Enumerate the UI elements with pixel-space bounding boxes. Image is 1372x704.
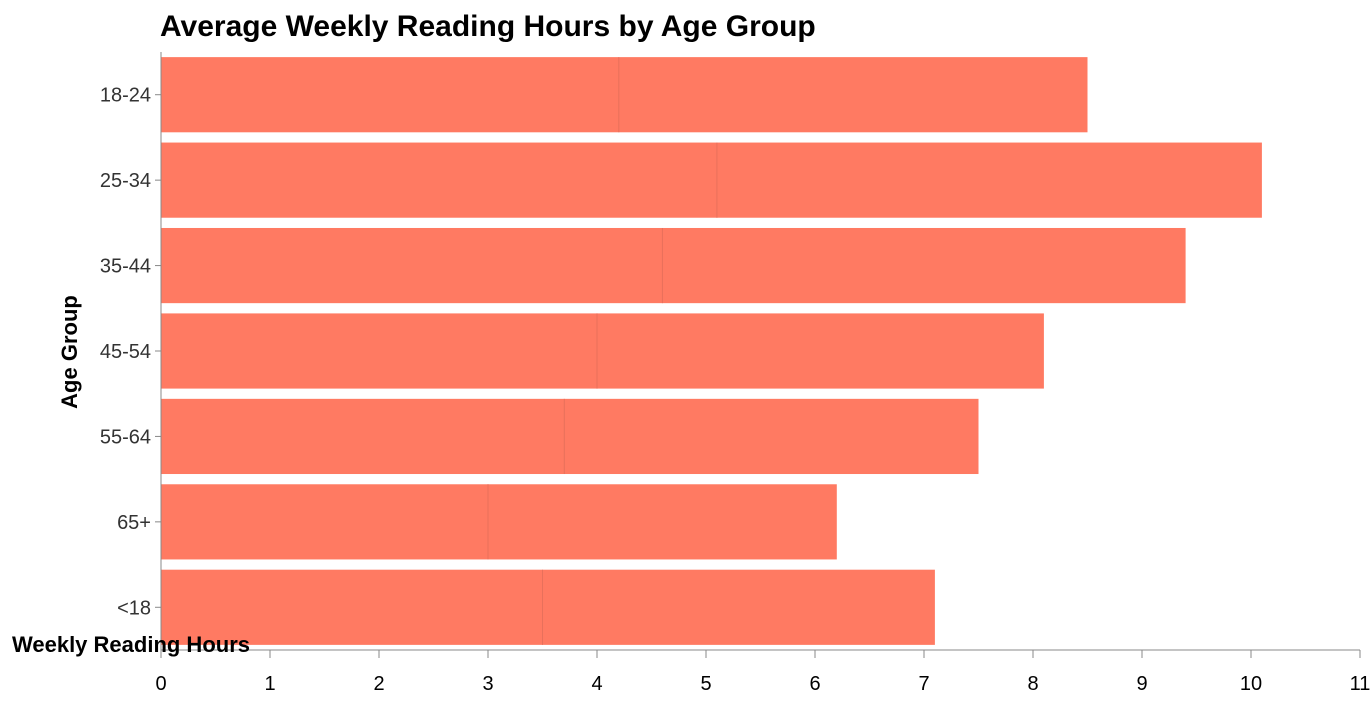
bar-55-64-segment-1 [161, 398, 565, 475]
x-tick-label: 11 [1350, 673, 1371, 695]
bar-<18-segment-2 [542, 569, 935, 645]
bar-35-44-segment-1 [161, 227, 663, 304]
bar-65+-segment-2 [488, 484, 837, 560]
y-tick-label: 55-64 [100, 426, 151, 448]
y-tick-label: <18 [117, 597, 151, 619]
bars-group [161, 57, 1262, 645]
bar-18-24-segment-1 [161, 57, 619, 133]
x-tick-label: 0 [155, 673, 166, 695]
bar-65+-segment-1 [161, 484, 488, 560]
bar-25-34-segment-2 [716, 142, 1262, 218]
bar-45-54-segment-2 [597, 313, 1044, 389]
bar-<18-segment-1 [161, 569, 543, 645]
x-tick-label: 8 [1027, 673, 1038, 695]
y-tick-label: 18-24 [100, 85, 151, 107]
y-axis: 18-24 25-34 35-44 45-54 55-64 65+ <18 [100, 52, 162, 650]
y-axis-title: Age Group [57, 295, 82, 409]
bar-55-64-segment-2 [564, 398, 979, 475]
y-tick-label: 25-34 [100, 170, 151, 192]
x-tick-label: 3 [482, 673, 493, 695]
chart-title: Average Weekly Reading Hours by Age Grou… [160, 10, 816, 43]
x-tick-label: 1 [264, 673, 275, 695]
bar-18-24-segment-2 [618, 57, 1088, 133]
x-axis-title: Weekly Reading Hours [12, 632, 250, 657]
bar-45-54-segment-1 [161, 313, 597, 389]
y-tick-label: 45-54 [100, 341, 151, 363]
x-tick-label: 6 [809, 673, 820, 695]
x-tick-label: 5 [700, 673, 711, 695]
x-tick-label: 4 [591, 673, 602, 695]
x-tick-label: 7 [918, 673, 929, 695]
x-tick-label: 10 [1240, 673, 1262, 695]
y-tick-label: 35-44 [100, 256, 151, 278]
x-tick-label: 2 [373, 673, 384, 695]
bar-35-44-segment-2 [662, 227, 1186, 304]
bar-25-34-segment-1 [161, 142, 717, 218]
x-tick-label: 9 [1136, 673, 1147, 695]
y-tick-label: 65+ [117, 512, 151, 534]
x-axis: 0 1 2 3 4 5 6 7 8 9 10 11 [155, 649, 1371, 695]
